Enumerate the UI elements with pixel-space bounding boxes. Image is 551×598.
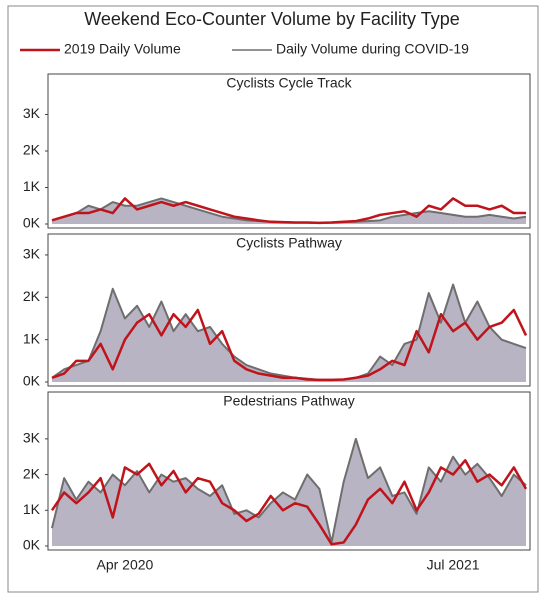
- x-tick-label: Apr 2020: [97, 557, 154, 573]
- panel-title: Pedestrians Pathway: [223, 393, 355, 409]
- y-tick-label: 0K: [23, 537, 41, 553]
- line: [51, 308, 528, 382]
- y-tick-label: 2K: [23, 465, 41, 481]
- line: [51, 437, 527, 544]
- panel-title: Cyclists Cycle Track: [226, 75, 352, 91]
- y-tick-label: 3K: [23, 246, 41, 262]
- y-tick-label: 1K: [23, 501, 41, 517]
- y-tick-label: 2K: [23, 288, 41, 304]
- y-tick-label: 0K: [23, 215, 41, 231]
- y-tick-label: 0K: [23, 373, 41, 389]
- y-tick-label: 3K: [23, 430, 41, 446]
- chart-title: Weekend Eco-Counter Volume by Facility T…: [84, 9, 460, 29]
- line: [50, 459, 528, 546]
- legend-label: 2019 Daily Volume: [64, 41, 181, 57]
- y-tick-label: 1K: [23, 178, 41, 194]
- x-tick-label: Jul 2021: [427, 557, 480, 573]
- legend-label: Daily Volume during COVID-19: [276, 41, 469, 57]
- y-tick-label: 1K: [23, 330, 41, 346]
- y-tick-label: 3K: [23, 105, 41, 121]
- panel-title: Cyclists Pathway: [236, 235, 342, 251]
- y-tick-label: 2K: [23, 142, 41, 158]
- area: [52, 438, 526, 546]
- line: [51, 197, 526, 225]
